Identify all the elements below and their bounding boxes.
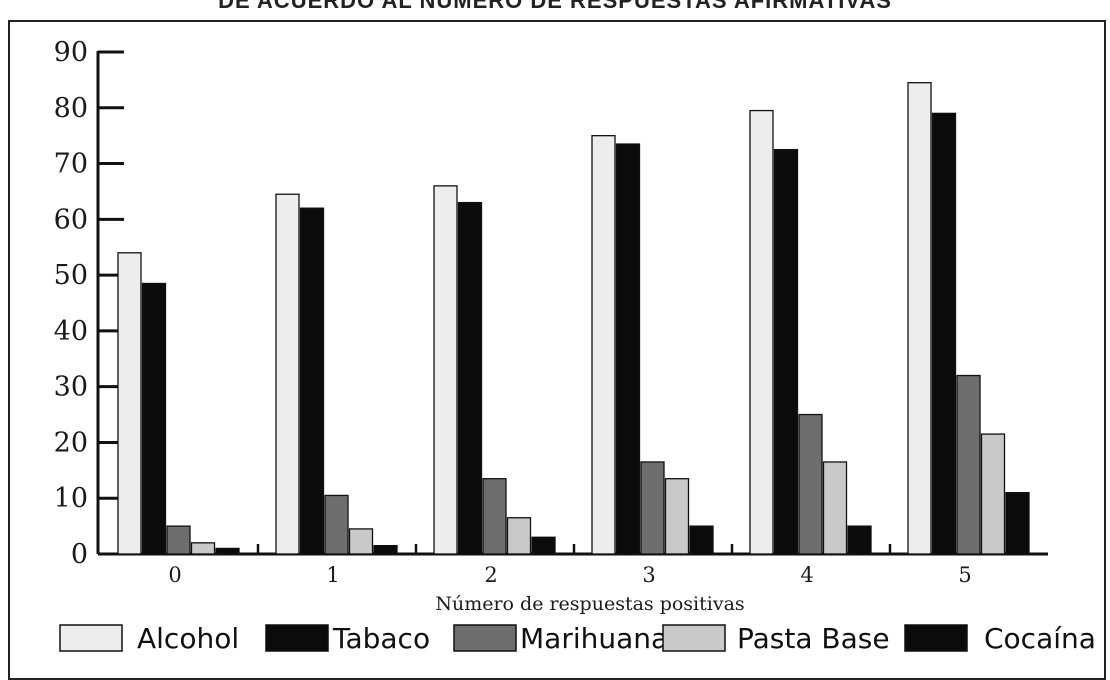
legend-swatch-alcohol [59, 624, 123, 652]
y-tick-label: 10 [54, 483, 88, 514]
y-tick-label: 0 [71, 539, 88, 570]
legend-swatch-marihuana [453, 624, 517, 652]
bar-cocaina-2 [531, 536, 556, 555]
x-tick-label: 2 [484, 563, 497, 587]
legend-label-tabaco: Tabaco [332, 622, 430, 655]
bar-marihuana-5 [956, 374, 981, 555]
bar-tabaco-1 [299, 207, 325, 555]
chart-title-text: DE ACUERDO AL NÚMERO DE RESPUESTAS AFIRM… [218, 0, 892, 13]
bar-tabaco-3 [615, 143, 641, 555]
x-tick-label: 3 [642, 563, 655, 587]
legend: Alcohol Tabaco Marihuana Pasta Base Cocaína [59, 622, 1096, 655]
y-tick-label: 80 [54, 93, 88, 124]
y-tick-label: 90 [54, 37, 88, 68]
bar-marihuana-3 [640, 461, 665, 555]
bar-pasta_base-0 [190, 542, 216, 555]
y-axis: 0 10 20 30 40 50 60 70 80 90 [54, 37, 124, 570]
x-tick-label: 4 [800, 563, 813, 587]
legend-swatch-cocaina [904, 624, 968, 652]
legend-swatch-tabaco [265, 624, 329, 652]
bar-tabaco-5 [931, 112, 957, 555]
bar-pasta_base-5 [980, 433, 1006, 555]
x-tick-label: 1 [326, 563, 339, 587]
bar-pasta_base-1 [348, 528, 374, 555]
x-axis: 0 1 2 3 4 5 [98, 544, 1048, 587]
x-axis-title: Número de respuestas positivas [435, 593, 744, 615]
bar-pasta_base-4 [822, 461, 848, 555]
bar-alcohol-4 [749, 109, 774, 555]
bar-tabaco-4 [773, 148, 799, 555]
bars-group [117, 82, 1030, 555]
y-tick-label: 70 [54, 149, 88, 180]
legend-label-alcohol: Alcohol [137, 622, 239, 655]
bar-alcohol-3 [591, 135, 616, 555]
bar-tabaco-2 [457, 201, 483, 555]
legend-label-marihuana: Marihuana [520, 622, 668, 655]
bar-alcohol-5 [907, 82, 932, 555]
chart-title-header: DE ACUERDO AL NÚMERO DE RESPUESTAS AFIRM… [0, 0, 1110, 14]
y-tick-label: 40 [54, 316, 88, 347]
y-tick-label: 30 [54, 372, 88, 403]
x-tick-label: 5 [958, 563, 971, 587]
bar-cocaina-1 [373, 544, 398, 555]
bar-alcohol-1 [275, 193, 300, 555]
legend-label-pasta_base: Pasta Base [737, 622, 890, 655]
bar-cocaina-5 [1005, 491, 1030, 555]
y-tick-label: 20 [54, 427, 88, 458]
bar-marihuana-0 [166, 525, 191, 555]
bar-cocaina-4 [847, 525, 872, 555]
bar-marihuana-1 [324, 494, 349, 555]
bar-tabaco-0 [141, 282, 167, 555]
bar-pasta_base-3 [664, 478, 690, 555]
legend-swatch-pasta_base [662, 624, 726, 652]
bar-marihuana-4 [798, 413, 823, 555]
y-tick-label: 50 [54, 260, 88, 291]
bar-pasta_base-2 [506, 517, 532, 555]
bar-alcohol-2 [433, 185, 458, 555]
x-tick-label: 0 [168, 563, 181, 587]
bar-cocaina-3 [689, 525, 714, 555]
legend-label-cocaina: Cocaína [984, 622, 1096, 655]
bar-cocaina-0 [215, 547, 240, 555]
bar-marihuana-2 [482, 478, 507, 555]
y-tick-label: 60 [54, 204, 88, 235]
bar-alcohol-0 [117, 252, 142, 555]
